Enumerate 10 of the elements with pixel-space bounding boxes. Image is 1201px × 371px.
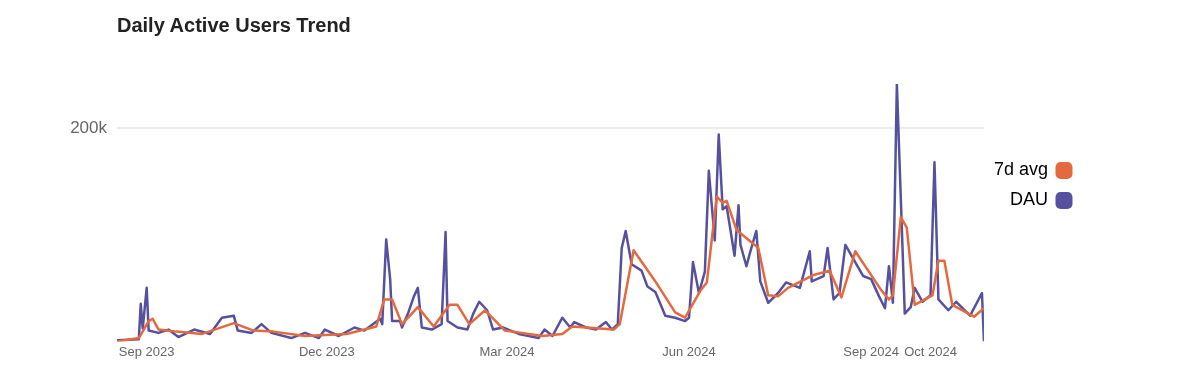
x-tick-label: Sep 2024 [843,343,899,359]
x-tick-label: Jun 2024 [662,343,716,359]
ref-line-label: 200k [70,117,108,137]
x-tick-label: Mar 2024 [479,343,535,359]
legend-label: DAU [1009,189,1048,210]
x-tick-label: Oct 2024 [904,343,957,359]
legend-label: 7d avg [993,159,1048,180]
x-tick-label: Sep 2023 [118,343,175,359]
chart-title: Daily Active Users Trend [117,13,351,36]
x-tick-label: Dec 2023 [298,343,355,359]
